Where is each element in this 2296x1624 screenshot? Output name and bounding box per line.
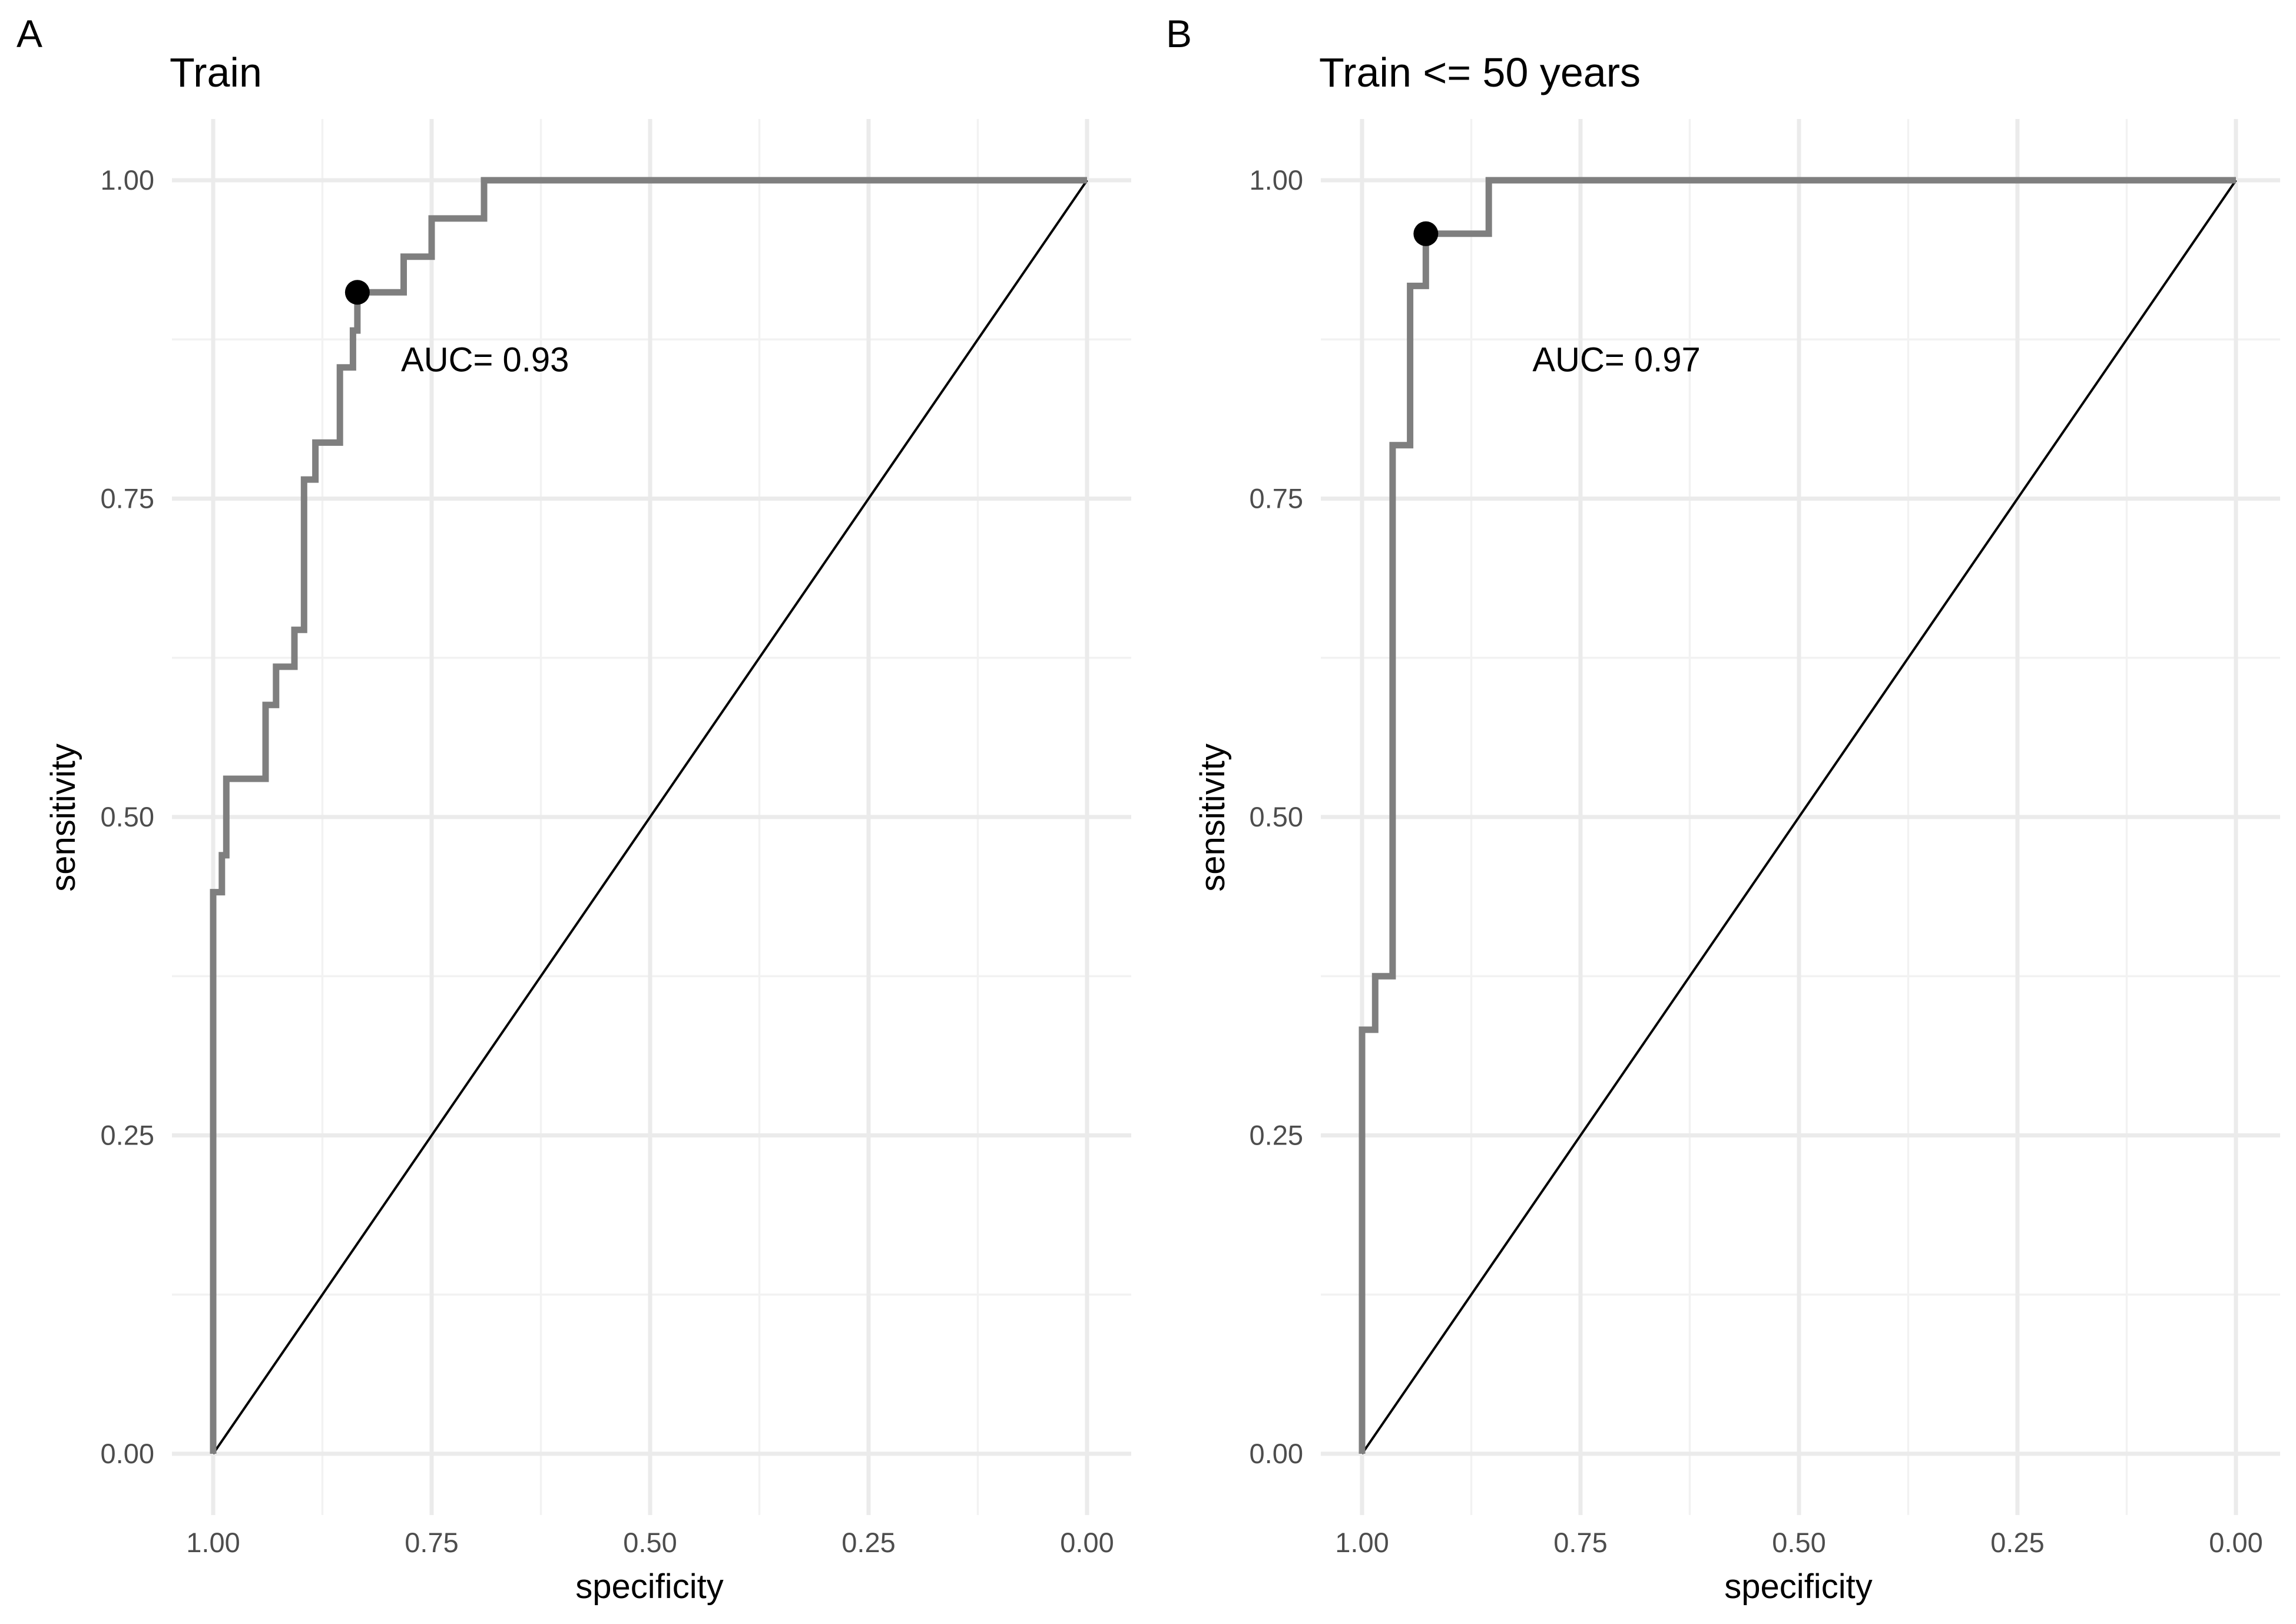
y-tick-label: 0.75 (1250, 483, 1303, 514)
y-tick-label: 1.00 (101, 164, 154, 196)
panel-b-title: Train <= 50 years (1319, 49, 1641, 95)
best-threshold-point (344, 280, 370, 305)
y-tick-label: 1.00 (1250, 164, 1303, 196)
panel-a-letter: A (16, 12, 42, 55)
panel-a-x-axis-label: specificity (575, 1567, 723, 1606)
x-tick-label: 0.25 (1990, 1527, 2044, 1558)
x-tick-label: 1.00 (186, 1527, 240, 1558)
panel-b-x-axis-label: specificity (1724, 1567, 1872, 1606)
y-tick-label: 0.00 (1250, 1438, 1303, 1469)
auc-annotation: AUC= 0.97 (1532, 340, 1700, 379)
panel-b-x-tick-labels: 1.00 0.75 0.50 0.25 0.00 (1335, 1527, 2262, 1558)
x-tick-label: 1.00 (1335, 1527, 1389, 1558)
panel-a-marks: AUC= 0.93 (210, 177, 1088, 1455)
panel-b: B Train <= 50 years 0.000.250.500.751.00… (1166, 12, 2280, 1606)
roc-curve-line (1359, 177, 2236, 1454)
panel-a-x-tick-labels: 1.00 0.75 0.50 0.25 0.00 (186, 1527, 1114, 1558)
panel-a-y-axis-label: sensitivity (44, 743, 82, 891)
panel-a-y-tick-labels: 0.00 0.25 0.50 0.75 1.00 (101, 164, 154, 1469)
panel-a-title: Train (170, 49, 262, 95)
x-tick-label: 0.75 (405, 1527, 458, 1558)
x-tick-label: 0.50 (623, 1527, 677, 1558)
y-tick-label: 0.50 (1250, 801, 1303, 832)
panel-b-y-axis-label: sensitivity (1194, 743, 1232, 891)
auc-annotation: AUC= 0.93 (401, 340, 569, 379)
panel-a: A Train 0.00 0.25 0.50 0.75 1.00 1.00 0.75 0.5… (16, 12, 1131, 1606)
panel-b-marks: AUC= 0.97 (1359, 177, 2237, 1455)
roc-curve-line (210, 177, 1087, 1454)
panel-b-y-tick-labels: 0.00 0.25 0.50 0.75 1.00 (1250, 164, 1303, 1469)
reference-diagonal-line (1361, 179, 2237, 1455)
x-tick-label: 0.50 (1772, 1527, 1825, 1558)
x-tick-label: 0.00 (2209, 1527, 2262, 1558)
x-tick-label: 0.00 (1060, 1527, 1114, 1558)
best-threshold-point (1413, 221, 1439, 246)
x-tick-label: 0.25 (841, 1527, 895, 1558)
y-tick-label: 0.25 (101, 1120, 154, 1151)
y-tick-label: 0.00 (101, 1438, 154, 1469)
panel-b-grid (1321, 119, 2280, 1515)
reference-diagonal-line (212, 179, 1088, 1455)
y-tick-label: 0.25 (1250, 1120, 1303, 1151)
y-tick-label: 0.50 (101, 801, 154, 832)
panel-b-letter: B (1166, 12, 1192, 55)
x-tick-label: 0.75 (1553, 1527, 1607, 1558)
y-tick-label: 0.75 (101, 483, 154, 514)
